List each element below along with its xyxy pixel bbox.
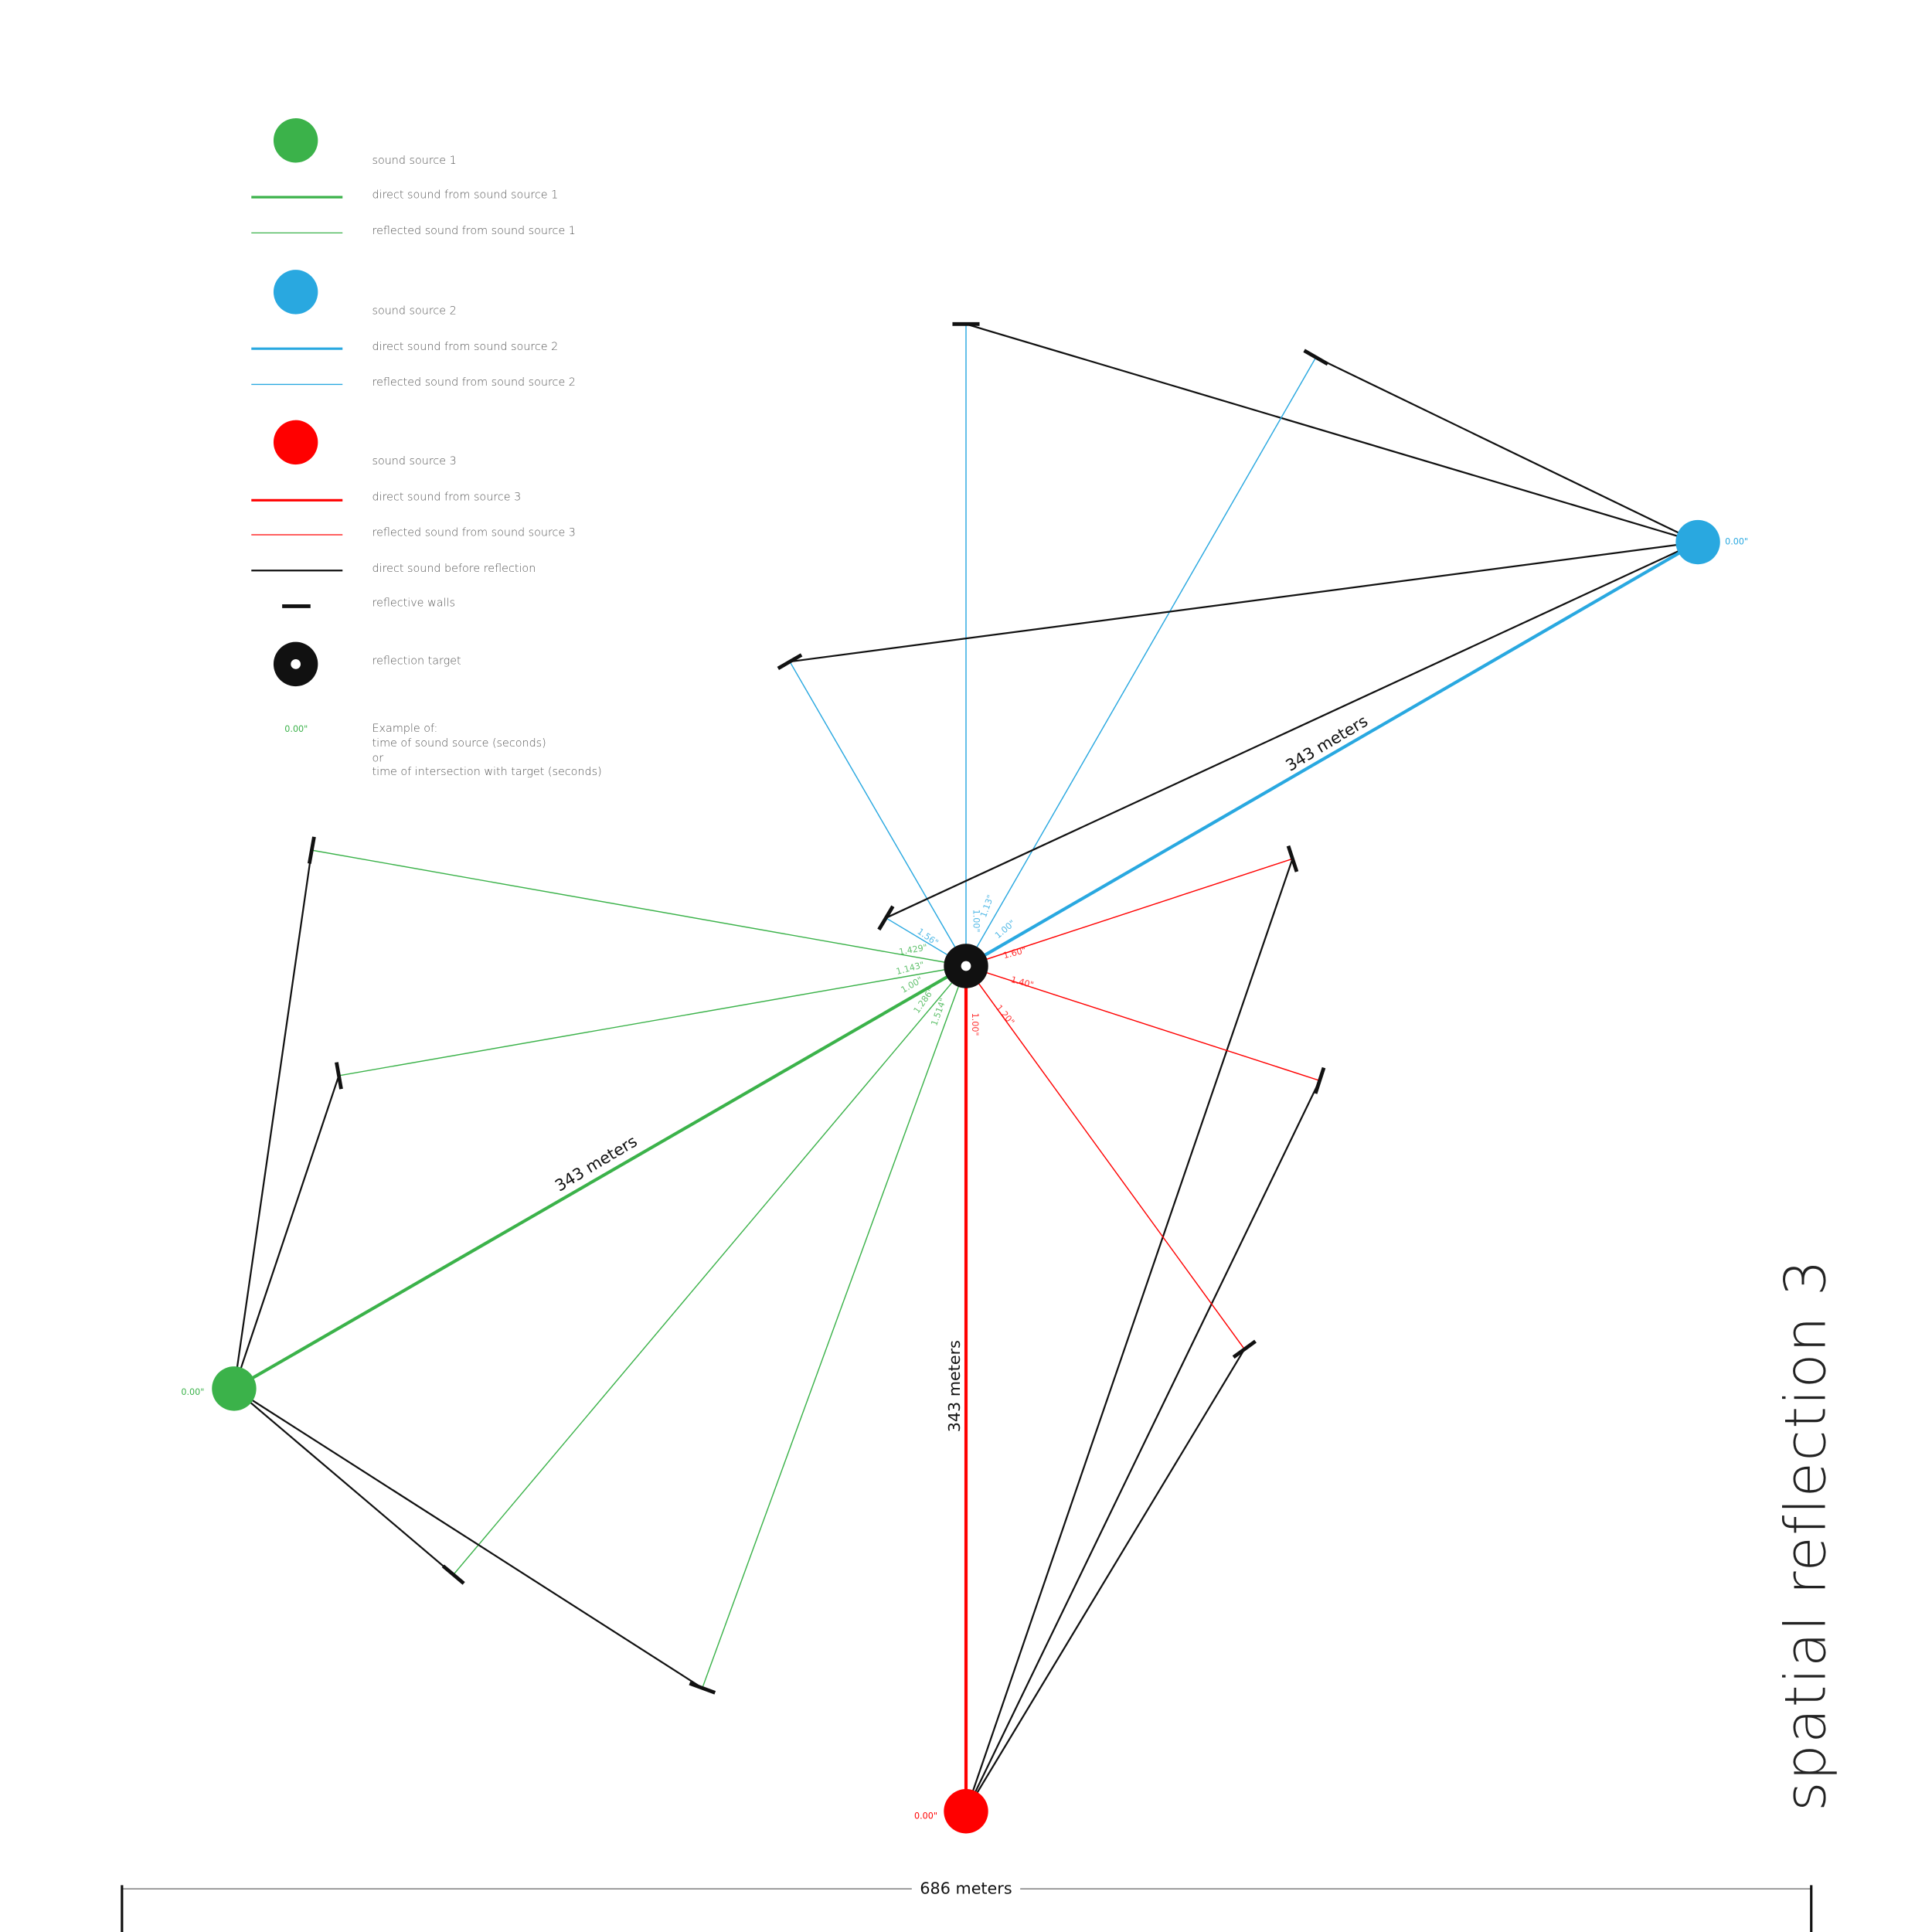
legend-label: reflected sound from sound source 3 <box>372 527 576 539</box>
source-time: 0.00" <box>914 1811 937 1821</box>
reflection-time: 1.20" <box>994 1003 1016 1027</box>
reflection-time: 1.286" <box>912 986 937 1015</box>
reflective-wall <box>689 1682 716 1695</box>
legend-label: direct sound before reflection <box>372 563 536 575</box>
reflection-time: 1.60" <box>1002 945 1027 961</box>
reflective-wall <box>877 905 895 931</box>
reflection-time: 1.00" <box>970 1013 980 1036</box>
pre-reflection-ray <box>965 323 1699 543</box>
pre-reflection-ray <box>233 1387 703 1689</box>
reflected-ray <box>311 849 967 967</box>
legend-label: reflected sound from sound source 1 <box>372 225 576 237</box>
dimension-label: 686 meters <box>920 1879 1012 1898</box>
reflection-time: 1.40" <box>1010 975 1035 990</box>
pre-reflection-ray <box>233 849 313 1389</box>
distance-label: 343 meters <box>1282 712 1371 775</box>
title: spatial reflection 3 <box>1773 1259 1838 1811</box>
example-text: time of sound source (seconds) <box>372 737 546 750</box>
reflective-wall <box>335 1062 343 1090</box>
sound-source <box>1675 519 1720 565</box>
reflected-ray <box>965 965 1245 1350</box>
legend-swatch <box>273 420 318 465</box>
ray-layer <box>233 321 1699 1812</box>
legend-label: reflection target <box>372 655 461 667</box>
reflected-ray <box>965 357 1317 967</box>
target-center <box>961 961 971 971</box>
legend-label: sound source 2 <box>372 305 457 318</box>
legend-label: reflective walls <box>372 597 455 609</box>
reflective-wall <box>1313 1066 1326 1094</box>
distance-label: 343 meters <box>945 1340 964 1432</box>
legend-label: reflected sound from sound source 2 <box>372 376 576 389</box>
direct-ray <box>964 540 1699 968</box>
source-time: 0.00" <box>181 1387 204 1397</box>
reflective-wall <box>441 1564 465 1585</box>
reflective-wall <box>777 653 803 671</box>
pre-reflection-ray <box>964 858 1294 1812</box>
example-text: Example of: <box>372 723 438 735</box>
pre-reflection-ray <box>789 541 1699 663</box>
pre-reflection-ray <box>233 1075 340 1389</box>
reflection-time: 1.00" <box>971 910 981 933</box>
legend-label: sound source 1 <box>372 155 457 167</box>
reflected-ray <box>702 965 967 1689</box>
reflection-time: 1.429" <box>898 942 928 957</box>
legend-swatch <box>273 270 318 315</box>
pre-reflection-ray <box>233 1388 454 1576</box>
legend-label: direct sound from sound source 2 <box>372 341 559 353</box>
reflected-ray <box>453 965 967 1576</box>
pre-reflection-ray <box>885 541 1699 919</box>
reflection-time: 1.13" <box>978 893 995 919</box>
legend-label: direct sound from sound source 1 <box>372 189 559 202</box>
source-time: 0.00" <box>1725 537 1748 547</box>
sound-source <box>944 1789 988 1834</box>
legend-swatch <box>291 658 301 669</box>
example-text: time of intersection with target (second… <box>372 766 602 778</box>
reflected-ray <box>965 965 1320 1081</box>
reflective-wall <box>307 836 316 864</box>
pre-reflection-ray <box>1315 356 1699 543</box>
reflective-wall <box>1303 349 1329 366</box>
legend-swatch <box>273 118 318 163</box>
sound-source <box>212 1366 257 1411</box>
reflected-ray <box>965 858 1293 967</box>
example-time: 0.00" <box>284 724 308 734</box>
reflective-wall <box>1286 845 1299 872</box>
reflected-ray <box>789 661 967 967</box>
reflective-wall <box>1232 1339 1257 1359</box>
legend-label: direct sound from source 3 <box>372 491 522 503</box>
reflected-ray <box>338 965 967 1077</box>
pre-reflection-ray <box>965 1349 1246 1812</box>
legend-label: sound source 3 <box>372 455 457 468</box>
example-text: or <box>372 752 384 764</box>
direct-ray <box>233 964 968 1390</box>
pre-reflection-ray <box>964 1080 1321 1812</box>
